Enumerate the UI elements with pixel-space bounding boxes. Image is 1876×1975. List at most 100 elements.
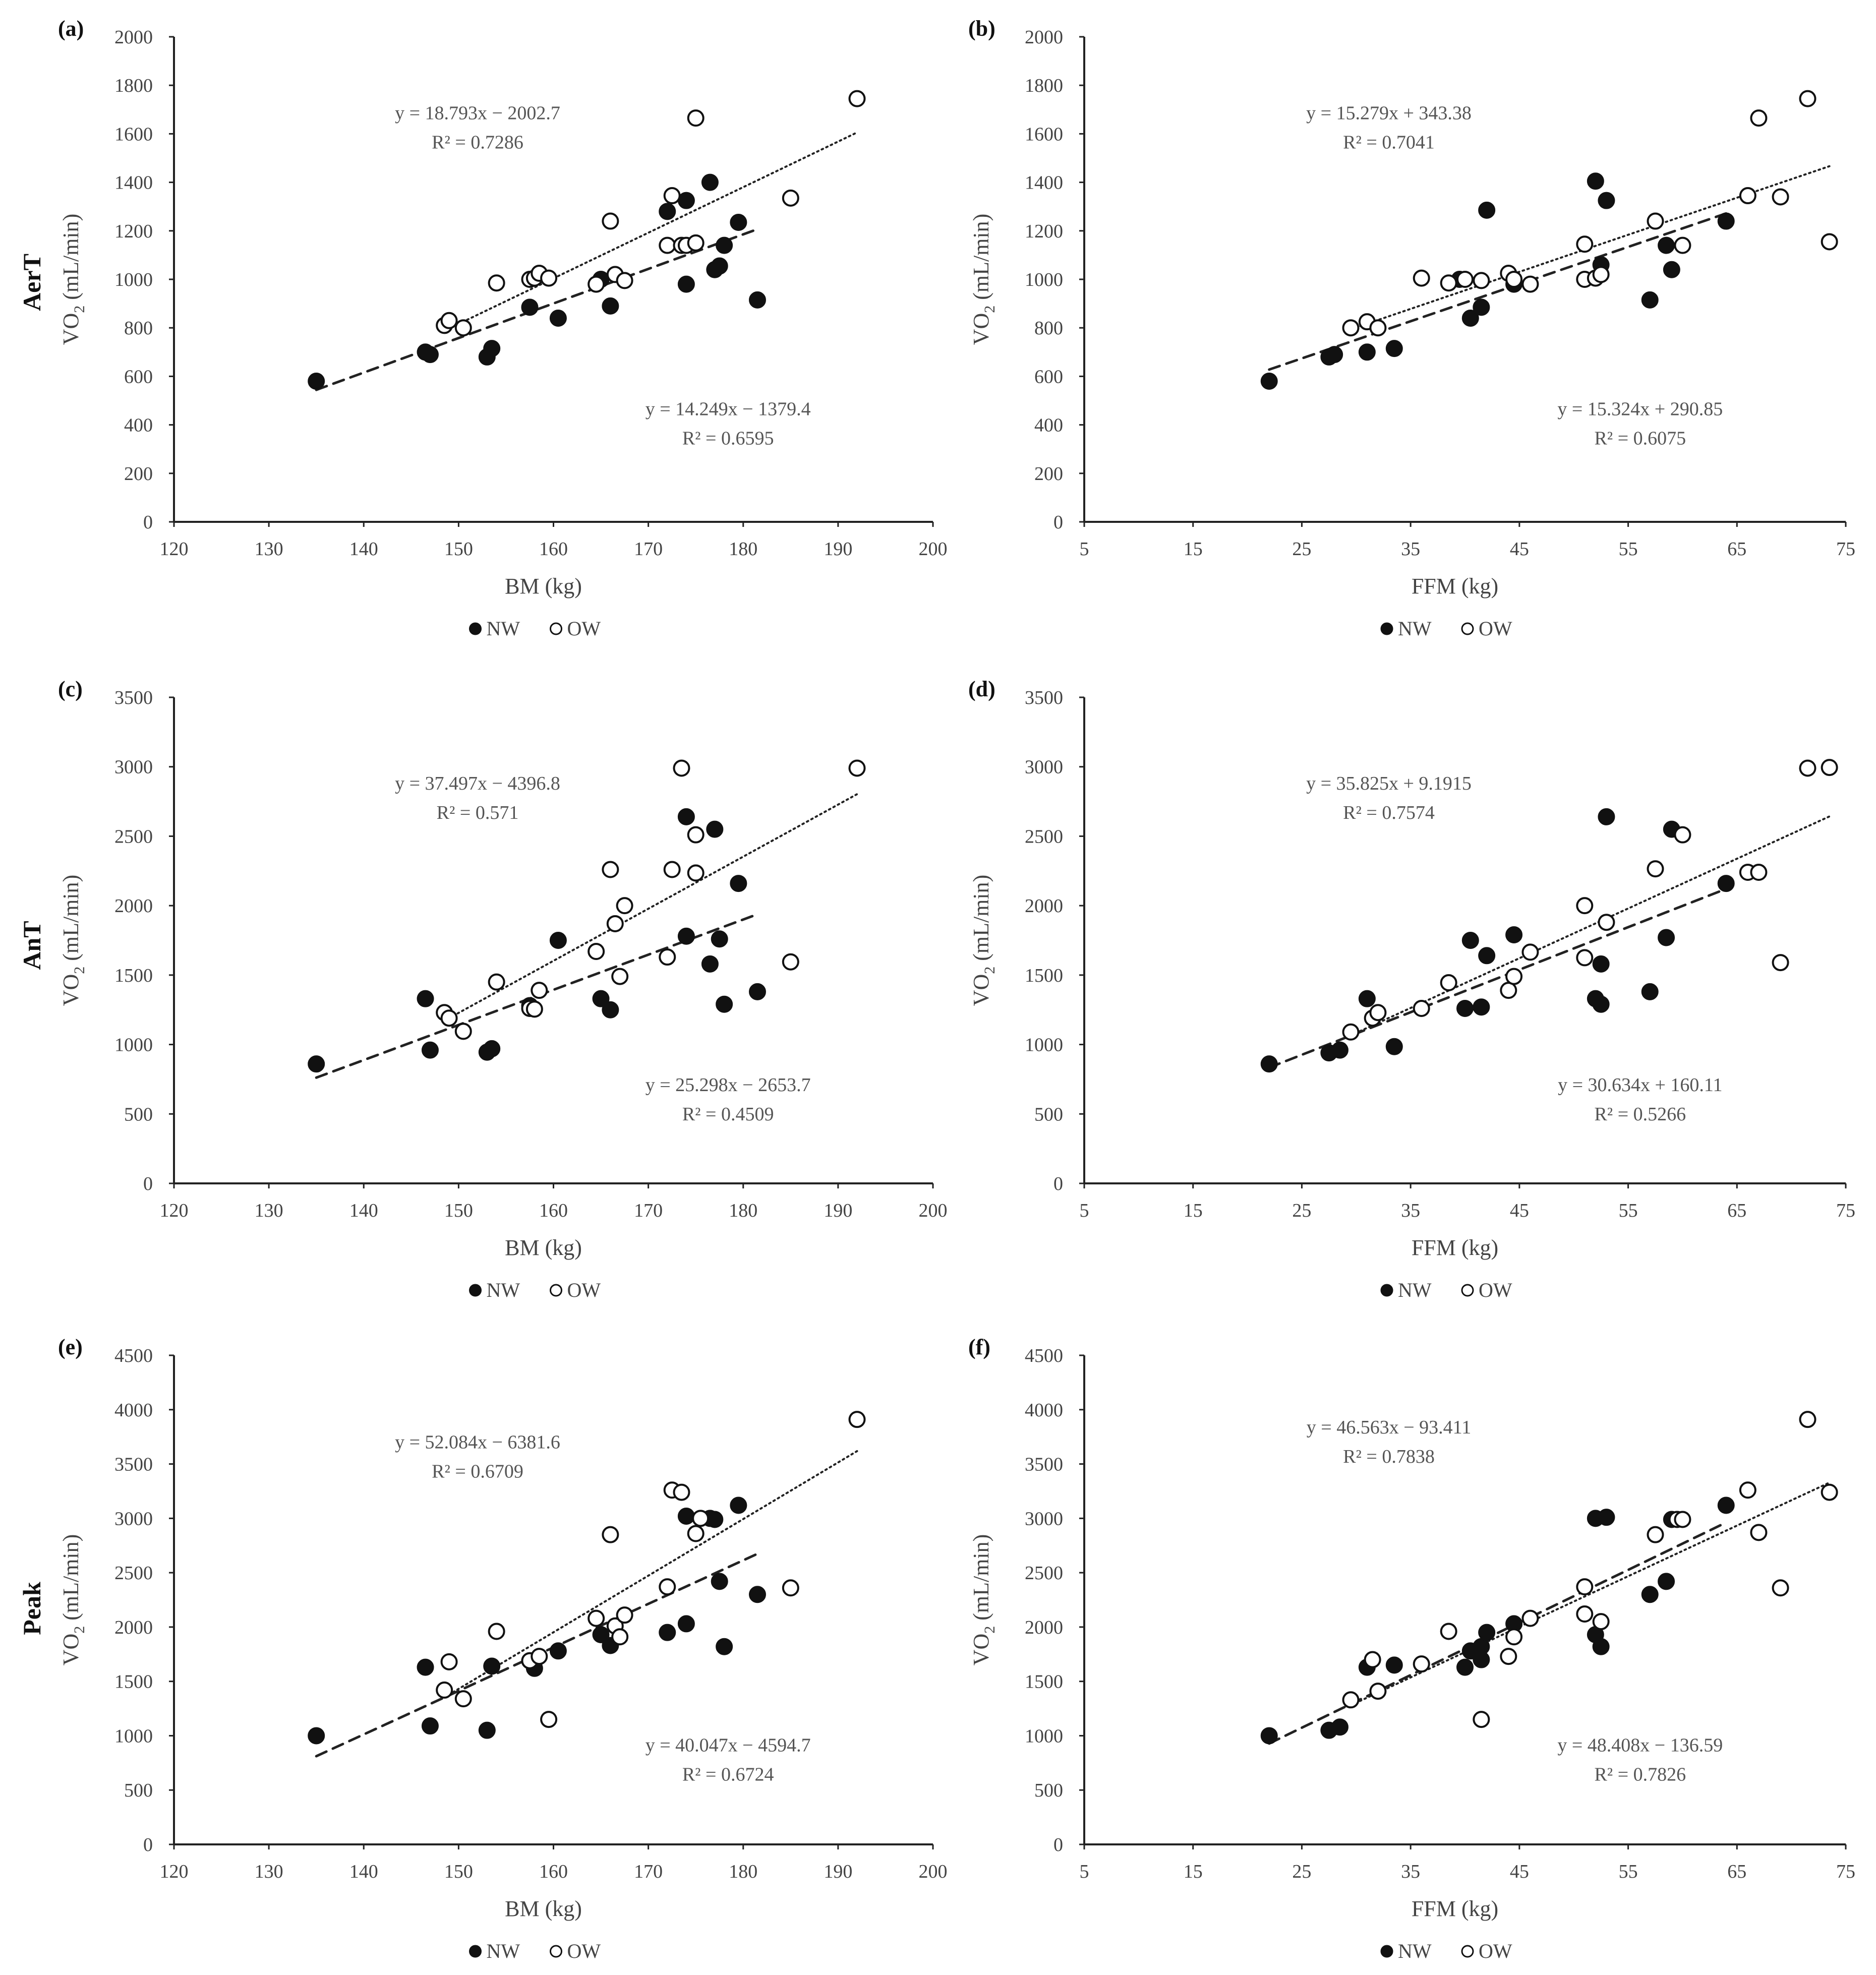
- data-point-ow: [1750, 109, 1768, 127]
- y-tick-label: 1000: [114, 1035, 153, 1056]
- y-tick-label: 600: [1034, 366, 1063, 387]
- data-point-ow: [1821, 1483, 1838, 1501]
- legend-marker-nw: [469, 622, 482, 635]
- data-point-nw: [706, 1511, 724, 1528]
- x-tick-label: 120: [160, 1861, 189, 1882]
- data-point-nw: [748, 1586, 766, 1603]
- y-tick-label: 400: [124, 415, 153, 436]
- y-axis-title-suffix: (mL/min): [58, 875, 83, 967]
- y-axis-title-prefix: VO: [58, 1634, 83, 1666]
- x-tick-label: 160: [539, 1861, 568, 1882]
- y-tick-label: 0: [143, 1834, 153, 1856]
- legend-label-ow: OW: [1479, 1279, 1512, 1301]
- x-tick-label: 15: [1184, 1861, 1203, 1882]
- data-point-nw: [677, 927, 695, 945]
- data-point-nw: [421, 1041, 439, 1059]
- data-point-ow: [1647, 212, 1664, 230]
- y-tick-label: 800: [1034, 318, 1063, 339]
- data-point-nw: [1717, 875, 1735, 892]
- x-tick-label: 15: [1184, 1200, 1203, 1221]
- y-axis-title-suffix: (mL/min): [58, 214, 83, 306]
- data-point-ow: [1473, 1711, 1490, 1728]
- data-point-ow: [663, 187, 681, 205]
- data-point-ow: [488, 274, 505, 292]
- data-point-nw: [1641, 291, 1659, 309]
- data-point-ow: [488, 973, 505, 991]
- data-point-nw: [730, 875, 747, 892]
- x-tick-label: 45: [1510, 1861, 1529, 1882]
- data-point-ow: [1413, 1655, 1430, 1673]
- y-tick-label: 3500: [1025, 1454, 1063, 1475]
- y-tick-label: 2500: [1025, 826, 1063, 847]
- data-point-ow: [1413, 999, 1430, 1017]
- y-axis-title: VO2 (mL/min): [58, 1534, 88, 1666]
- data-point-nw: [478, 1721, 496, 1739]
- x-tick-label: 190: [824, 1200, 852, 1221]
- data-point-ow: [1592, 1613, 1610, 1631]
- legend-label-ow: OW: [567, 1279, 601, 1301]
- x-tick-label: 170: [634, 1200, 663, 1221]
- x-tick-label: 65: [1727, 1200, 1746, 1221]
- y-axis-title-sub: 2: [981, 1626, 998, 1634]
- y-tick-label: 400: [1034, 415, 1063, 436]
- data-point-nw: [549, 309, 567, 327]
- row-labels: AerT AnT Peak: [18, 254, 46, 1635]
- panel-label: (e): [58, 1335, 83, 1359]
- x-tick-label: 160: [539, 538, 568, 560]
- data-point-nw: [659, 203, 676, 220]
- panel-label: (b): [968, 16, 995, 41]
- panel-label: (f): [968, 1335, 990, 1359]
- x-tick-label: 130: [255, 538, 283, 560]
- data-point-ow: [540, 269, 558, 287]
- x-tick-label: 25: [1292, 1861, 1311, 1882]
- data-point-ow: [602, 212, 619, 230]
- y-tick-label: 3000: [1025, 757, 1063, 778]
- data-point-ow: [1576, 235, 1594, 253]
- y-tick-label: 3000: [1025, 1508, 1063, 1529]
- y-tick-label: 1600: [1025, 124, 1063, 145]
- data-point-nw: [1592, 955, 1610, 973]
- data-point-ow: [782, 1579, 799, 1597]
- data-point-ow: [1505, 968, 1523, 985]
- data-point-nw: [1385, 1656, 1403, 1674]
- data-point-nw: [1326, 346, 1343, 364]
- data-point-nw: [1461, 309, 1479, 327]
- data-point-ow: [602, 861, 619, 878]
- data-point-nw: [308, 1055, 325, 1073]
- data-point-ow: [1576, 1605, 1594, 1623]
- data-point-nw: [1641, 1586, 1659, 1603]
- data-point-ow: [1342, 1691, 1360, 1709]
- data-point-ow: [1674, 1511, 1691, 1528]
- trendline-equation-nw: y = 14.249x − 1379.4: [646, 398, 811, 420]
- data-point-ow: [606, 915, 624, 932]
- x-tick-label: 130: [255, 1200, 283, 1221]
- data-point-nw: [1717, 212, 1735, 230]
- x-tick-label: 170: [634, 538, 663, 560]
- data-point-nw: [483, 1657, 501, 1675]
- y-tick-label: 2000: [1025, 1617, 1063, 1638]
- trendline-r2-ow: R² = 0.7574: [1343, 802, 1435, 823]
- data-point-ow: [1739, 1481, 1756, 1499]
- data-point-nw: [421, 346, 439, 364]
- data-point-nw: [592, 1626, 610, 1643]
- data-point-nw: [521, 298, 539, 316]
- data-point-ow: [611, 1628, 629, 1646]
- legend-label-ow: OW: [1479, 1940, 1512, 1962]
- chart-panels: (a)0200400600800100012001400160018002000…: [58, 16, 1855, 1962]
- data-point-ow: [1369, 1683, 1387, 1700]
- data-point-ow: [488, 1623, 505, 1640]
- data-point-nw: [677, 808, 695, 825]
- y-tick-label: 0: [1053, 1834, 1063, 1856]
- data-point-ow: [1413, 269, 1430, 287]
- trendline-r2-ow: R² = 0.7041: [1343, 132, 1435, 153]
- data-point-ow: [1750, 1524, 1768, 1541]
- y-axis-title-suffix: (mL/min): [969, 1534, 993, 1626]
- x-axis-title: FFM (kg): [1412, 574, 1498, 599]
- data-point-nw: [549, 932, 567, 949]
- legend-label-nw: NW: [1398, 617, 1432, 640]
- data-point-ow: [1647, 1526, 1664, 1543]
- data-point-nw: [1331, 1041, 1349, 1059]
- x-tick-label: 35: [1401, 538, 1420, 560]
- trendline-r2-nw: R² = 0.6075: [1594, 428, 1686, 449]
- data-point-ow: [692, 1510, 710, 1527]
